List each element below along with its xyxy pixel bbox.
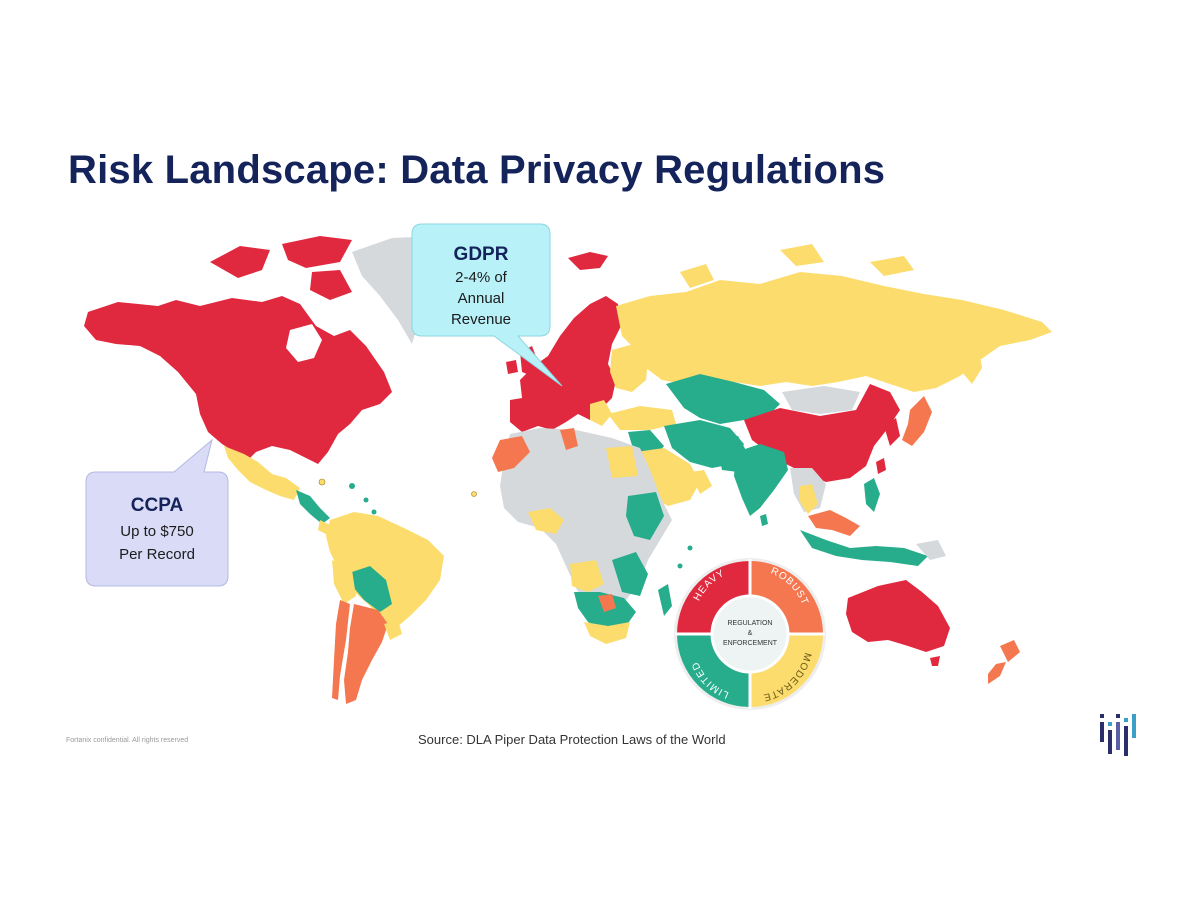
region-south-america-north <box>326 512 444 628</box>
map-regions <box>84 236 1052 704</box>
region-eastern-europe <box>610 344 648 392</box>
region-east-africa <box>612 552 648 596</box>
region-russia-east <box>962 344 982 384</box>
ccpa-callout: CCPA Up to $750 Per Record <box>85 438 229 587</box>
region-central-america <box>296 490 330 524</box>
region-europe <box>520 296 622 430</box>
ccpa-line-1: Up to $750 <box>120 523 193 540</box>
ccpa-line-2: Per Record <box>119 546 195 563</box>
region-hudson-bay <box>286 324 322 362</box>
region-thailand <box>800 484 818 514</box>
gdpr-line-1: 2-4% of <box>455 269 508 286</box>
ccpa-heading: CCPA <box>131 495 184 516</box>
region-island-mauritius <box>687 545 693 551</box>
gdpr-callout: GDPR 2-4% of Annual Revenue <box>411 223 563 387</box>
region-russia-arctic-3 <box>870 256 914 276</box>
region-madagascar <box>658 584 672 616</box>
regulation-legend: HEAVY ROBUST MODERATE LIMITED REGULATION… <box>674 558 826 710</box>
region-chile <box>332 600 350 700</box>
region-zimbabwe <box>598 594 616 612</box>
region-sri-lanka <box>760 514 768 526</box>
region-north-america-heavy <box>84 296 392 464</box>
region-iberia <box>510 396 544 432</box>
region-uae-oman <box>690 470 712 494</box>
region-japan <box>902 396 932 446</box>
region-korea <box>884 418 900 446</box>
region-caribbean-4 <box>371 509 377 515</box>
region-morocco <box>492 436 530 472</box>
region-russia-arctic-1 <box>680 264 714 288</box>
legend-center-line-1: REGULATION <box>728 620 773 627</box>
legend-center-line-3: ENFORCEMENT <box>723 640 778 647</box>
region-caribbean-2 <box>349 483 355 489</box>
region-malaysia <box>808 510 860 536</box>
region-taiwan <box>876 458 886 474</box>
gdpr-heading: GDPR <box>454 244 509 265</box>
gdpr-line-2: Annual <box>458 290 505 307</box>
region-caribbean-3 <box>363 497 369 503</box>
slide-title: Risk Landscape: Data Privacy Regulations <box>68 148 886 192</box>
region-tunisia-algeria <box>560 428 578 450</box>
region-balkans <box>590 400 612 426</box>
region-island-seychelles <box>677 563 683 569</box>
gdpr-line-3: Revenue <box>451 311 511 328</box>
region-peru <box>332 560 356 604</box>
region-australia <box>846 580 950 652</box>
region-canada-islands <box>210 236 352 300</box>
region-south-africa <box>584 622 630 644</box>
region-indonesia <box>800 530 928 566</box>
gdpr-callout-bubble <box>411 223 563 387</box>
region-russia-arctic-2 <box>780 244 824 266</box>
region-mongolia <box>782 386 860 414</box>
fortanix-logo-icon <box>1100 714 1136 756</box>
region-ethiopia-kenya <box>626 492 664 540</box>
ccpa-callout-bubble <box>85 438 229 587</box>
region-island-atlantic <box>471 491 477 497</box>
legend-center <box>710 594 790 674</box>
region-russia <box>616 272 1052 392</box>
region-angola <box>570 560 604 592</box>
region-egypt <box>606 446 638 478</box>
region-uruguay <box>384 620 402 640</box>
region-bolivia-paraguay <box>352 566 392 612</box>
region-central-asia <box>666 374 780 424</box>
region-png <box>916 540 946 560</box>
region-iceland <box>568 252 608 270</box>
region-india <box>734 444 788 516</box>
region-new-zealand <box>988 640 1020 684</box>
region-mexico <box>224 446 300 500</box>
region-philippines <box>864 478 880 512</box>
region-argentina <box>344 604 388 704</box>
confidential-note: Fortanix confidential. All rights reserv… <box>66 737 189 744</box>
region-caribbean-1 <box>318 478 326 486</box>
legend-center-line-2: & <box>748 630 753 637</box>
region-turkey <box>608 406 676 430</box>
region-tasmania <box>930 656 940 666</box>
source-note: Source: DLA Piper Data Protection Laws o… <box>418 732 726 747</box>
region-west-africa <box>528 508 564 534</box>
